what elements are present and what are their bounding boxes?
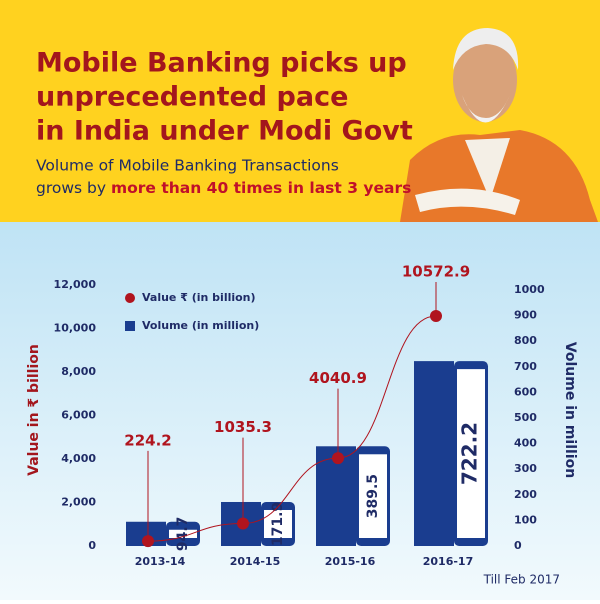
value-label: 4040.9	[309, 369, 367, 387]
portrait	[400, 28, 598, 222]
y-tick-label: 10,000	[54, 322, 97, 335]
value-line	[147, 315, 437, 542]
phone-screen	[457, 369, 485, 538]
subtitle-highlight: more than 40 times in last 3 years	[111, 179, 411, 197]
value-label: 10572.9	[402, 263, 470, 281]
y-tick-label: 8,000	[61, 365, 96, 378]
value-dot	[142, 535, 154, 548]
value-dot	[332, 452, 344, 465]
phone-screen	[359, 454, 387, 538]
y2-tick-label: 500	[514, 411, 537, 424]
y-tick-label: 4,000	[61, 452, 96, 465]
x-tick-label: 2014-15	[230, 555, 281, 568]
y2-tick-label: 900	[514, 309, 537, 322]
legend-label: Value ₹ (in billion)	[142, 291, 256, 304]
y2-tick-label: 700	[514, 360, 537, 373]
subtitle: Volume of Mobile Banking Transactions	[36, 157, 339, 175]
y2-tick-label: 1000	[514, 283, 545, 296]
title-line: Mobile Banking picks up	[36, 48, 407, 79]
y2-tick-label: 800	[514, 334, 537, 347]
title-line: unprecedented pace	[36, 82, 348, 113]
legend-marker	[125, 321, 135, 331]
y-tick-label: 6,000	[61, 409, 96, 422]
bar-value-label: 389.5	[365, 474, 381, 518]
phone-screen	[169, 529, 197, 538]
legend-marker	[125, 293, 135, 303]
y-tick-label: 12,000	[54, 278, 97, 291]
x-tick-label: 2015-16	[325, 555, 376, 568]
bar-value-label: 94.7	[175, 517, 191, 552]
y2-axis-title: Volume in million	[562, 342, 578, 478]
x-tick-label: 2013-14	[135, 555, 186, 568]
y2-tick-label: 300	[514, 462, 537, 475]
subtitle-lead: grows by	[36, 179, 106, 197]
title-line: in India under Modi Govt	[36, 116, 413, 147]
value-label: 224.2	[124, 431, 171, 449]
y2-tick-label: 200	[514, 488, 537, 501]
bar-value-label: 722.2	[458, 422, 482, 485]
x-tick-label: 2016-17	[423, 555, 474, 568]
y2-tick-label: 600	[514, 385, 537, 398]
y2-tick-label: 100	[514, 513, 537, 526]
y-axis-title: Value in ₹ billion	[26, 344, 42, 476]
y-tick-label: 2,000	[61, 496, 96, 509]
y-tick-label: 0	[88, 539, 96, 552]
bar-value-label: 171.9	[270, 502, 286, 546]
bar-back	[414, 361, 454, 546]
value-dot	[430, 310, 442, 323]
legend-label: Volume (in million)	[142, 319, 259, 332]
value-dot	[237, 517, 249, 530]
subtitle: grows by more than 40 times in last 3 ye…	[36, 179, 411, 197]
note: Till Feb 2017	[483, 573, 560, 587]
value-label: 1035.3	[214, 418, 272, 436]
chart-band	[0, 222, 600, 600]
y2-tick-label: 0	[514, 539, 522, 552]
y2-tick-label: 400	[514, 437, 537, 450]
